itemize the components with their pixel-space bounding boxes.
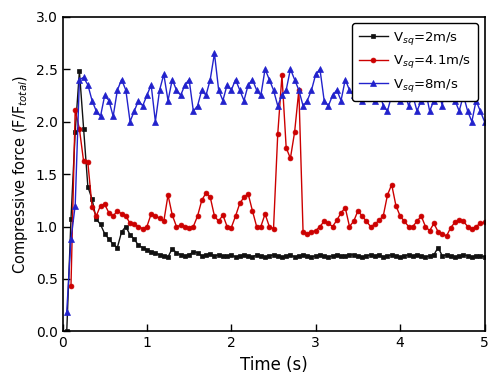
V$_{sq}$=2m/s [482,254,488,259]
V$_{sq}$=2m/s [76,69,82,74]
V$_{sq}$=8m/s [144,93,150,98]
V$_{sq}$=4.1m/s [194,214,200,218]
V$_{sq}$=2m/s [165,254,171,259]
V$_{sq}$=4.1m/s [165,193,171,198]
V$_{sq}$=2m/s [64,329,70,334]
V$_{sq}$=4.1m/s [274,132,280,136]
V$_{sq}$=4.1m/s [292,130,298,134]
V$_{sq}$=8m/s [283,88,289,92]
V$_{sq}$=8m/s [482,119,488,124]
V$_{sq}$=2m/s [452,254,458,259]
V$_{sq}$=8m/s [464,109,470,113]
Y-axis label: Compressive force (F/F$_{total}$): Compressive force (F/F$_{total}$) [11,75,30,273]
Legend: V$_{sq}$=2m/s, V$_{sq}$=4.1m/s, V$_{sq}$=8m/s: V$_{sq}$=2m/s, V$_{sq}$=4.1m/s, V$_{sq}$… [352,23,478,100]
V$_{sq}$=8m/s [64,309,70,314]
V$_{sq}$=8m/s [161,72,167,77]
V$_{sq}$=8m/s [452,98,458,103]
V$_{sq}$=8m/s [212,51,218,56]
Line: V$_{sq}$=8m/s: V$_{sq}$=8m/s [64,50,488,314]
V$_{sq}$=2m/s [464,254,470,258]
V$_{sq}$=4.1m/s [178,223,184,228]
V$_{sq}$=2m/s [148,249,154,254]
V$_{sq}$=4.1m/s [397,214,403,218]
V$_{sq}$=4.1m/s [482,220,488,224]
Line: V$_{sq}$=4.1m/s: V$_{sq}$=4.1m/s [68,73,487,289]
V$_{sq}$=2m/s [283,254,289,258]
Line: V$_{sq}$=2m/s: V$_{sq}$=2m/s [64,69,487,334]
V$_{sq}$=4.1m/s [68,284,74,289]
V$_{sq}$=2m/s [317,253,323,257]
X-axis label: Time (s): Time (s) [240,356,308,374]
V$_{sq}$=8m/s [317,67,323,71]
V$_{sq}$=4.1m/s [279,73,285,78]
